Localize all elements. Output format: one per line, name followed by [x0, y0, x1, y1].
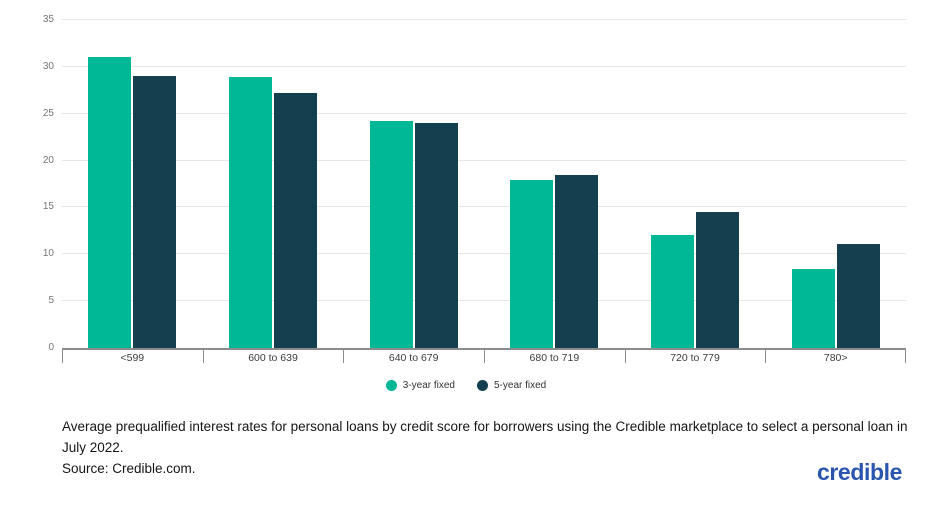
y-axis-label: 30	[42, 60, 54, 72]
bar-3-year-fixed	[791, 269, 835, 348]
legend-label-5-year: 5-year fixed	[494, 380, 547, 391]
gridline	[62, 206, 906, 208]
x-axis-label: <599	[120, 352, 145, 364]
y-axis-label: 15	[42, 201, 54, 213]
caption-source: Source: Credible.com.	[62, 460, 196, 476]
y-axis-label: 0	[48, 342, 54, 353]
bar-group-720 to 779	[625, 20, 766, 348]
x-axis-ticks	[62, 350, 906, 363]
bar-3-year-fixed	[88, 56, 132, 348]
gridline	[62, 65, 906, 67]
x-axis-label: 640 to 679	[388, 352, 439, 364]
legend-label-3-year: 3-year fixed	[402, 380, 455, 391]
bar-group-<599	[62, 20, 203, 348]
x-axis-tick	[765, 350, 767, 363]
x-axis-tick	[202, 350, 204, 363]
x-axis-labels: <599 600 to 639 640 to 679 680 to 719 720 to…	[62, 352, 906, 364]
bar-group-680 to 719	[484, 20, 625, 348]
gridline	[62, 300, 906, 302]
x-axis-label: 720 to 779	[670, 352, 720, 364]
bar-5-year-fixed	[414, 123, 458, 348]
bar-3-year-fixed	[229, 77, 272, 348]
bar-group-780>	[765, 20, 906, 348]
x-axis-tick	[343, 350, 345, 363]
gridline	[62, 112, 906, 114]
legend: 3-year fixed 5-year fixed	[0, 380, 932, 391]
chart-caption: Average prequalified interest rates for …	[62, 416, 920, 479]
x-axis-tick	[62, 350, 63, 363]
y-axis-label: 25	[42, 107, 54, 119]
gridline	[62, 19, 906, 20]
bar-5-year-fixed	[274, 93, 317, 348]
bar-3-year-fixed	[651, 234, 695, 348]
legend-item-3-year-fixed: 3-year fixed	[385, 380, 455, 391]
legend-swatch-5-year-icon	[477, 380, 488, 391]
legend-swatch-3-year-icon	[385, 380, 397, 391]
x-axis-label: 600 to 639	[248, 352, 298, 364]
caption-text: Average prequalified interest rates for …	[62, 418, 908, 455]
legend-item-5-year-fixed: 5-year fixed	[477, 380, 546, 391]
y-axis-label: 5	[48, 295, 54, 307]
bar-3-year-fixed	[369, 121, 413, 348]
x-axis-tick	[624, 350, 626, 363]
gridline	[62, 253, 906, 255]
x-axis-tick	[484, 350, 485, 363]
bar-group-640 to 679	[343, 20, 484, 348]
plot-area: 0 5 10 15 20 25 30 35	[43, 14, 906, 353]
bar-5-year-fixed	[133, 76, 177, 348]
x-axis-tick	[905, 350, 906, 363]
bar-5-year-fixed	[555, 174, 599, 348]
gridline	[62, 159, 906, 161]
bar-group-600 to 639	[203, 20, 344, 348]
bar-3-year-fixed	[510, 180, 554, 348]
x-axis-label: 780>	[823, 352, 848, 364]
y-axis-label: 20	[42, 154, 54, 166]
y-axis-label: 35	[42, 14, 54, 25]
credible-logo: credible	[816, 459, 902, 485]
bar-5-year-fixed	[696, 212, 740, 348]
bar-5-year-fixed	[836, 243, 880, 348]
y-axis-label: 10	[42, 248, 54, 260]
x-axis-label: 680 to 719	[529, 352, 580, 364]
bars-row	[62, 20, 906, 348]
